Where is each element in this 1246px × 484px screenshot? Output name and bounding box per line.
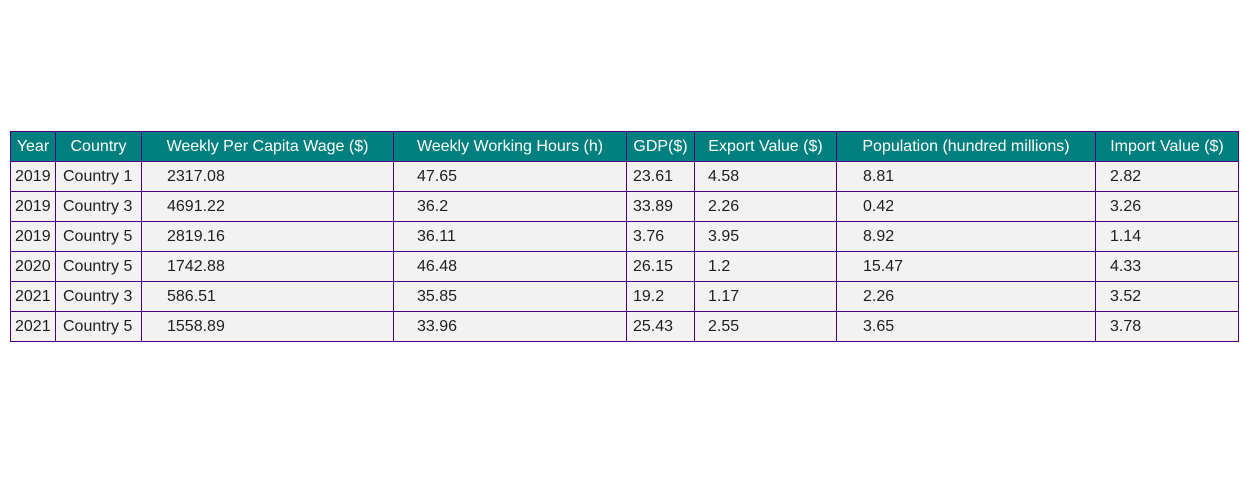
cell-population: 0.42 [836,191,1096,222]
cell-country: Country 5 [55,311,142,342]
cell-export-value: 2.26 [694,191,837,222]
cell-weekly-wage: 586.51 [141,281,394,312]
cell-gdp: 19.2 [626,281,695,312]
cell-import-value: 3.26 [1095,191,1239,222]
cell-gdp: 23.61 [626,161,695,192]
cell-population: 3.65 [836,311,1096,342]
cell-export-value: 1.2 [694,251,837,282]
cell-population: 8.81 [836,161,1096,192]
header-row: Year Country Weekly Per Capita Wage ($) … [10,131,1239,162]
cell-gdp: 3.76 [626,221,695,252]
cell-year: 2021 [10,281,56,312]
data-table: Year Country Weekly Per Capita Wage ($) … [10,131,1239,342]
cell-import-value: 1.14 [1095,221,1239,252]
header-population: Population (hundred millions) [836,131,1096,162]
cell-weekly-wage: 2317.08 [141,161,394,192]
header-country: Country [55,131,142,162]
table-row: 2019 Country 1 2317.08 47.65 23.61 4.58 … [10,161,1239,192]
cell-country: Country 5 [55,221,142,252]
cell-weekly-hours: 36.2 [393,191,627,222]
cell-weekly-hours: 35.85 [393,281,627,312]
cell-year: 2020 [10,251,56,282]
table-header: Year Country Weekly Per Capita Wage ($) … [10,131,1239,162]
cell-population: 2.26 [836,281,1096,312]
cell-year: 2019 [10,161,56,192]
cell-gdp: 33.89 [626,191,695,222]
cell-year: 2021 [10,311,56,342]
table-body: 2019 Country 1 2317.08 47.65 23.61 4.58 … [10,161,1239,342]
header-weekly-wage: Weekly Per Capita Wage ($) [141,131,394,162]
cell-weekly-wage: 4691.22 [141,191,394,222]
cell-weekly-hours: 46.48 [393,251,627,282]
cell-country: Country 5 [55,251,142,282]
cell-population: 8.92 [836,221,1096,252]
table-row: 2020 Country 5 1742.88 46.48 26.15 1.2 1… [10,251,1239,282]
cell-import-value: 3.78 [1095,311,1239,342]
cell-country: Country 1 [55,161,142,192]
header-weekly-hours: Weekly Working Hours (h) [393,131,627,162]
cell-gdp: 25.43 [626,311,695,342]
cell-export-value: 4.58 [694,161,837,192]
cell-country: Country 3 [55,191,142,222]
cell-weekly-wage: 1558.89 [141,311,394,342]
table-row: 2021 Country 3 586.51 35.85 19.2 1.17 2.… [10,281,1239,312]
cell-weekly-wage: 1742.88 [141,251,394,282]
cell-import-value: 3.52 [1095,281,1239,312]
cell-weekly-hours: 33.96 [393,311,627,342]
cell-gdp: 26.15 [626,251,695,282]
data-table-container: Year Country Weekly Per Capita Wage ($) … [10,131,1239,342]
table-row: 2019 Country 3 4691.22 36.2 33.89 2.26 0… [10,191,1239,222]
header-export-value: Export Value ($) [694,131,837,162]
cell-year: 2019 [10,221,56,252]
cell-weekly-wage: 2819.16 [141,221,394,252]
header-gdp: GDP($) [626,131,695,162]
cell-export-value: 1.17 [694,281,837,312]
cell-import-value: 2.82 [1095,161,1239,192]
cell-weekly-hours: 36.11 [393,221,627,252]
cell-export-value: 3.95 [694,221,837,252]
cell-weekly-hours: 47.65 [393,161,627,192]
table-row: 2019 Country 5 2819.16 36.11 3.76 3.95 8… [10,221,1239,252]
table-row: 2021 Country 5 1558.89 33.96 25.43 2.55 … [10,311,1239,342]
cell-export-value: 2.55 [694,311,837,342]
header-year: Year [10,131,56,162]
cell-population: 15.47 [836,251,1096,282]
header-import-value: Import Value ($) [1095,131,1239,162]
cell-year: 2019 [10,191,56,222]
cell-country: Country 3 [55,281,142,312]
cell-import-value: 4.33 [1095,251,1239,282]
